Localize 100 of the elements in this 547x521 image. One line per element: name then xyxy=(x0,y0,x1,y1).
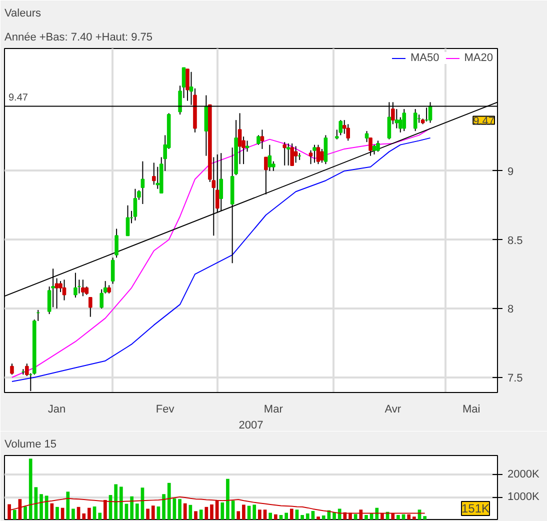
candlestick xyxy=(338,120,343,136)
bar xyxy=(40,494,43,520)
x-tick-label: Fev xyxy=(156,404,175,416)
bar xyxy=(364,515,368,520)
candlestick xyxy=(133,188,138,221)
bar xyxy=(66,492,70,520)
candlestick xyxy=(294,146,298,164)
candlestick xyxy=(324,134,328,165)
y-tick-label: 2000K xyxy=(508,468,540,481)
bar xyxy=(354,514,358,520)
candlestick xyxy=(156,166,160,190)
bar xyxy=(119,486,123,520)
bar xyxy=(98,512,102,520)
bar xyxy=(423,516,427,520)
chart-title: Valeurs xyxy=(4,8,42,20)
bar xyxy=(375,508,379,520)
bar xyxy=(338,508,342,520)
bar xyxy=(151,506,155,520)
bar xyxy=(295,510,299,520)
candlestick xyxy=(10,363,14,376)
candlestick xyxy=(74,272,78,298)
candlestick xyxy=(282,142,287,166)
bar xyxy=(322,515,326,520)
bar xyxy=(130,496,134,520)
bar xyxy=(284,512,288,520)
bar xyxy=(162,494,166,520)
bar xyxy=(231,500,235,520)
bar xyxy=(50,503,54,520)
bar xyxy=(236,511,240,520)
x-tick-label: Mai xyxy=(462,404,480,416)
legend-label: MA50 xyxy=(410,52,440,64)
bar xyxy=(300,515,304,520)
x-tick-label: Jan xyxy=(48,404,66,416)
candlestick xyxy=(402,108,406,132)
candlestick xyxy=(312,144,316,164)
bar xyxy=(210,504,214,520)
candlestick xyxy=(81,279,85,297)
bar xyxy=(268,512,272,520)
candlestick xyxy=(290,142,294,166)
x-tick-label: Avr xyxy=(384,404,402,416)
bar xyxy=(72,508,75,520)
candlestick xyxy=(376,140,380,152)
ref-line-label: 9.47 xyxy=(8,92,28,104)
candlestick xyxy=(320,148,324,164)
bar xyxy=(146,508,150,520)
y-tick-label: 9 xyxy=(508,166,514,178)
bar xyxy=(199,510,203,520)
candlestick xyxy=(372,144,376,155)
bar xyxy=(412,516,416,520)
bar xyxy=(135,504,139,520)
candlestick xyxy=(126,204,130,236)
candlestick xyxy=(114,228,118,258)
bar xyxy=(242,504,246,520)
bar xyxy=(220,502,224,520)
bar xyxy=(396,515,400,520)
candlestick xyxy=(140,160,145,204)
bar xyxy=(316,516,320,520)
candlestick xyxy=(316,144,320,165)
bar xyxy=(167,482,171,520)
bar xyxy=(28,458,32,520)
candlestick xyxy=(219,152,224,212)
candlestick xyxy=(88,297,92,318)
candlestick xyxy=(245,140,250,152)
bar xyxy=(332,512,336,520)
bar xyxy=(88,508,91,520)
candlestick xyxy=(286,142,290,166)
candlestick xyxy=(186,68,190,102)
bar xyxy=(263,510,267,520)
candlestick xyxy=(152,162,156,186)
bar xyxy=(226,478,230,520)
bar xyxy=(194,511,198,520)
bar xyxy=(204,506,208,520)
candlestick xyxy=(346,124,350,142)
candlestick xyxy=(268,144,272,172)
candlestick xyxy=(260,129,264,150)
bar xyxy=(274,514,278,520)
y-tick-label: 8 xyxy=(508,304,514,316)
bar xyxy=(56,506,59,520)
x-axis-title: 2007 xyxy=(238,420,264,432)
candlestick xyxy=(364,130,369,143)
bar xyxy=(188,504,192,520)
bar xyxy=(178,499,182,520)
y-tick-label: 7.5 xyxy=(508,372,523,384)
legend-label: MA20 xyxy=(464,52,493,64)
bar xyxy=(258,510,262,520)
bar xyxy=(82,513,86,520)
bar xyxy=(252,504,256,520)
bar xyxy=(44,496,48,520)
bar xyxy=(12,510,16,520)
bar xyxy=(24,506,27,520)
bar xyxy=(306,513,310,520)
y-tick-label: 1000K xyxy=(508,491,540,504)
bar xyxy=(114,484,118,520)
candlestick xyxy=(110,257,115,284)
chart-title: Volume 15 xyxy=(4,438,56,450)
chart-subtitle: Année +Bas: 7.40 +Haut: 9.75 xyxy=(4,32,153,44)
bar xyxy=(279,515,283,520)
candlestick xyxy=(62,279,66,301)
y-tick-label: 8.5 xyxy=(508,234,523,247)
x-tick-label: Mar xyxy=(264,404,284,416)
